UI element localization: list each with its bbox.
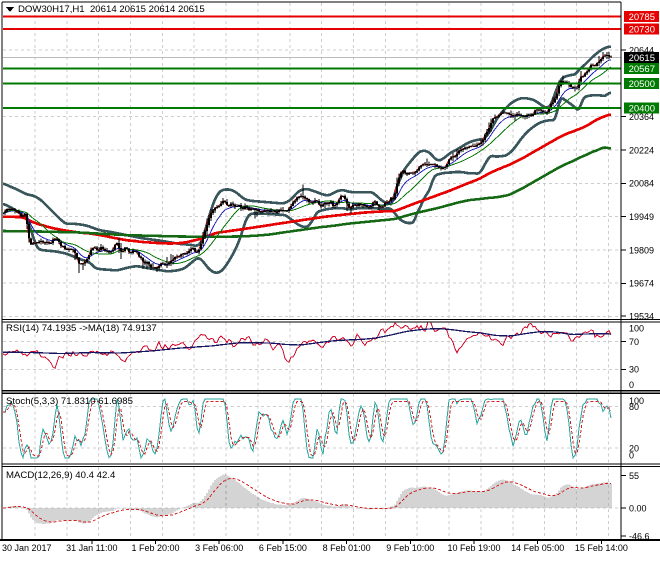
svg-text:MACD(12,26,9) 40.4 42.4: MACD(12,26,9) 40.4 42.4: [6, 470, 116, 481]
svg-text:6 Feb 15:00: 6 Feb 15:00: [259, 543, 307, 553]
svg-text:14 Feb 05:00: 14 Feb 05:00: [511, 543, 564, 553]
svg-text:1 Feb 20:00: 1 Feb 20:00: [131, 543, 179, 553]
svg-text:3 Feb 06:00: 3 Feb 06:00: [195, 543, 243, 553]
svg-text:DOW30H17,H1 20614 20615 20614: DOW30H17,H1 20614 20615 20614 20615: [18, 4, 205, 15]
svg-text:20615: 20615: [629, 53, 655, 64]
svg-text:20500: 20500: [629, 79, 655, 90]
svg-text:19809: 19809: [629, 245, 654, 255]
svg-text:19949: 19949: [629, 212, 654, 222]
svg-text:70: 70: [629, 337, 639, 347]
svg-text:0.00: 0.00: [629, 503, 647, 513]
svg-text:19534: 19534: [629, 312, 654, 322]
svg-text:20364: 20364: [629, 112, 654, 122]
svg-text:100: 100: [629, 323, 644, 333]
svg-text:0: 0: [629, 380, 634, 390]
svg-text:Stoch(5,3,3) 71.8310 61.6985: Stoch(5,3,3) 71.8310 61.6985: [6, 396, 133, 407]
svg-text:80: 80: [629, 402, 639, 412]
svg-text:55: 55: [629, 471, 639, 481]
svg-text:30 Jan 2017: 30 Jan 2017: [2, 543, 52, 553]
svg-text:9 Feb 10:00: 9 Feb 10:00: [386, 543, 434, 553]
svg-text:RSI(14) 74.1935 ->MA(18) 74.9: RSI(14) 74.1935 ->MA(18) 74.9137: [6, 323, 157, 334]
svg-text:31 Jan 11:00: 31 Jan 11:00: [66, 543, 117, 553]
svg-text:15 Feb 14:00: 15 Feb 14:00: [575, 543, 628, 553]
svg-text:20084: 20084: [629, 179, 654, 189]
svg-text:100: 100: [629, 396, 644, 406]
svg-text:8 Feb 01:00: 8 Feb 01:00: [323, 543, 371, 553]
svg-text:20730: 20730: [629, 25, 655, 36]
svg-text:20224: 20224: [629, 145, 654, 155]
svg-text:20400: 20400: [629, 104, 655, 115]
svg-text:20644: 20644: [629, 45, 654, 55]
svg-text:20785: 20785: [629, 12, 655, 23]
svg-text:0: 0: [629, 450, 634, 460]
svg-text:30: 30: [629, 365, 639, 375]
svg-text:19674: 19674: [629, 279, 654, 289]
svg-text:10 Feb 19:00: 10 Feb 19:00: [447, 543, 500, 553]
svg-text:20567: 20567: [629, 64, 655, 75]
svg-text:-46.6: -46.6: [629, 531, 650, 541]
svg-text:20: 20: [629, 444, 639, 454]
